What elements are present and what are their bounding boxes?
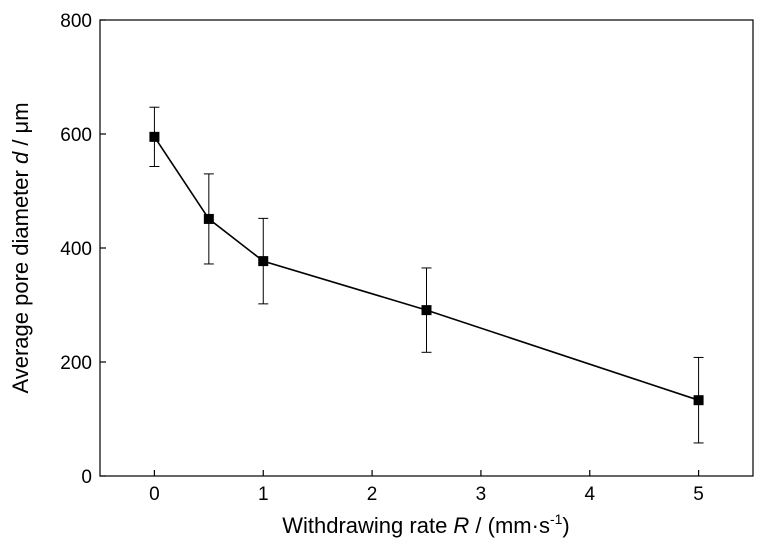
- data-series: [149, 106, 704, 444]
- y-axis-title: Average pore diameter d / μm: [8, 102, 33, 393]
- data-point-marker: [693, 395, 704, 406]
- x-tick-label: 3: [476, 484, 487, 505]
- data-point-marker: [149, 131, 160, 142]
- y-tick-label: 800: [60, 11, 92, 32]
- y-tick-label: 0: [81, 467, 92, 488]
- y-axis: 0 200 400 600 800: [60, 11, 106, 488]
- x-tick-label: 4: [584, 484, 595, 505]
- x-axis-title: Withdrawing rate R / (mm·s-1): [282, 511, 570, 538]
- y-tick-label: 600: [60, 125, 92, 146]
- y-tick-label: 400: [60, 239, 92, 260]
- data-point-marker: [203, 213, 214, 224]
- data-point-marker: [421, 305, 432, 316]
- x-tick-label: 2: [367, 484, 378, 505]
- y-tick-label: 200: [60, 353, 92, 374]
- x-axis: 0 1 2 3 4 5: [149, 470, 704, 505]
- x-tick-label: 0: [149, 484, 160, 505]
- x-tick-label: 1: [258, 484, 269, 505]
- plot-frame: [99, 19, 754, 477]
- x-tick-label: 5: [693, 484, 704, 505]
- data-point-marker: [258, 256, 269, 267]
